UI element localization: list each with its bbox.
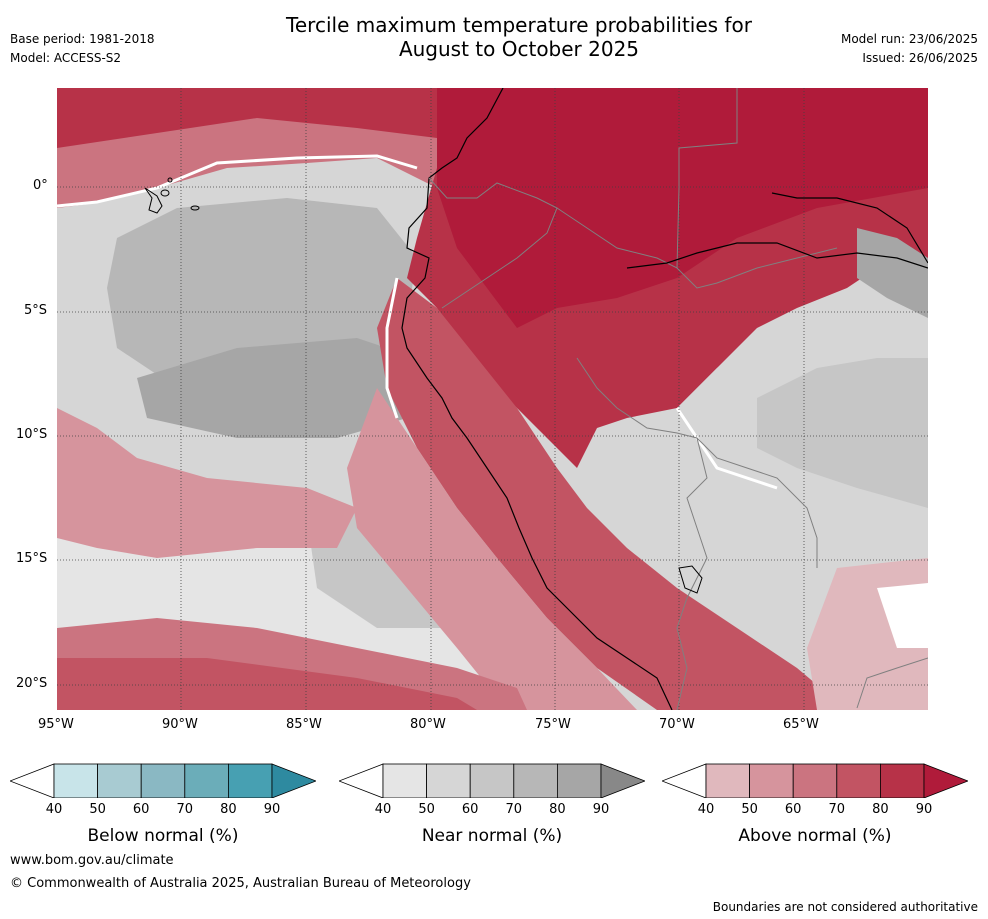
above-color-segment <box>792 763 838 799</box>
colorbar-near: 40 50 60 70 80 90 Near normal (%) <box>337 762 647 846</box>
galapagos-islands <box>144 177 200 214</box>
lake-titicaca <box>678 565 703 594</box>
below-color-segment <box>53 763 98 799</box>
lon-label-65w: 65°W <box>783 717 819 732</box>
above-normal-continent-peak <box>437 88 928 328</box>
website-link[interactable]: www.bom.gov.au/climate <box>10 853 174 868</box>
near-normal-darkest-region <box>137 338 417 438</box>
above-color-segment <box>705 763 750 799</box>
below-low-extension <box>8 763 55 799</box>
near-normal-east-dark <box>857 228 928 318</box>
colorbar-near-title: Near normal (%) <box>421 826 563 846</box>
amazon-river <box>626 242 928 269</box>
near-tick-label: 50 <box>418 802 435 817</box>
near-normal-east-mid <box>757 358 928 508</box>
near-color-segment <box>556 763 602 799</box>
near-tick-label: 70 <box>505 802 523 817</box>
colorbar-above-ticks: 40 50 60 70 80 90 <box>662 802 968 822</box>
near-low-extension <box>337 763 384 799</box>
above-color-segment <box>749 763 794 799</box>
rio-negro <box>771 192 928 264</box>
below-tick-label: 80 <box>220 802 237 817</box>
lon-label-95w: 95°W <box>38 717 74 732</box>
below-tick-label: 90 <box>263 802 281 817</box>
near-color-segment <box>513 763 558 799</box>
above-normal-southwest-mid <box>57 408 357 558</box>
above-low-extension <box>660 763 707 799</box>
copyright-text: © Commonwealth of Australia 2025, Austra… <box>10 876 471 891</box>
lat-label-20s: 20°S <box>16 676 48 691</box>
issued-text: Issued: 26/06/2025 <box>862 51 978 65</box>
below-color-segment <box>184 763 229 799</box>
below-color-segment <box>227 763 273 799</box>
colorbar-below-ticks: 40 50 60 70 80 90 <box>10 802 316 822</box>
near-color-segment <box>469 763 515 799</box>
above-color-segment <box>879 763 925 799</box>
colorbar-above-scale <box>660 763 970 799</box>
map-title-line1: Tercile maximum temperature probabilitie… <box>286 13 752 37</box>
colorbar-below-title: Below normal (%) <box>87 826 239 846</box>
above-tick-label: 70 <box>828 802 846 817</box>
above-tick-label: 60 <box>784 802 802 817</box>
above-high-extension <box>923 763 970 799</box>
below-tick-label: 70 <box>176 802 194 817</box>
above-normal-southwest-strong <box>57 658 477 710</box>
below-tick-label: 60 <box>132 802 150 817</box>
above-normal-coastal-band <box>377 278 847 710</box>
lon-label-75w: 75°W <box>535 717 571 732</box>
lat-label-0: 0° <box>33 178 48 193</box>
country-borders <box>428 88 928 710</box>
base-period-text: Base period: 1981-2018 <box>10 32 155 46</box>
near-tick-label: 60 <box>461 802 479 817</box>
lon-label-90w: 90°W <box>162 717 198 732</box>
lon-label-80w: 80°W <box>410 717 446 732</box>
below-high-extension <box>271 763 318 799</box>
colorbar-below-scale <box>8 763 318 799</box>
coastline <box>401 88 673 710</box>
below-tick-label: 40 <box>45 802 63 817</box>
near-tick-label: 40 <box>374 802 392 817</box>
white-no-signal-region <box>877 583 928 648</box>
above-tick-label: 80 <box>872 802 889 817</box>
above-color-segment <box>836 763 881 799</box>
below-tick-label: 50 <box>89 802 106 817</box>
near-tick-label: 90 <box>592 802 610 817</box>
near-tick-label: 80 <box>549 802 566 817</box>
map-title-line2: August to October 2025 <box>398 37 640 61</box>
near-high-extension <box>600 763 647 799</box>
colorbar-above-title: Above normal (%) <box>738 826 892 846</box>
map-gridlines <box>57 88 928 710</box>
colorbar-above: 40 50 60 70 80 90 Above normal (%) <box>660 762 970 846</box>
above-normal-coastal-weak <box>347 388 637 710</box>
model-run-text: Model run: 23/06/2025 <box>840 32 978 46</box>
probability-map <box>57 88 928 710</box>
lat-label-5s: 5°S <box>24 303 48 318</box>
disclaimer-text: Boundaries are not considered authoritat… <box>712 900 978 914</box>
colorbar-near-scale <box>337 763 647 799</box>
colorbar-near-ticks: 40 50 60 70 80 90 <box>339 802 645 822</box>
above-tick-label: 40 <box>697 802 715 817</box>
above-tick-label: 90 <box>915 802 933 817</box>
below-color-segment <box>140 763 186 799</box>
model-text: Model: ACCESS-S2 <box>10 51 122 65</box>
near-color-segment <box>382 763 427 799</box>
lat-label-10s: 10°S <box>16 427 48 442</box>
lat-label-15s: 15°S <box>16 551 48 566</box>
lon-label-85w: 85°W <box>286 717 322 732</box>
above-tick-label: 50 <box>741 802 758 817</box>
below-color-segment <box>97 763 142 799</box>
near-color-segment <box>426 763 471 799</box>
colorbar-below: 40 50 60 70 80 90 Below normal (%) <box>8 762 318 846</box>
lon-label-70w: 70°W <box>659 717 695 732</box>
